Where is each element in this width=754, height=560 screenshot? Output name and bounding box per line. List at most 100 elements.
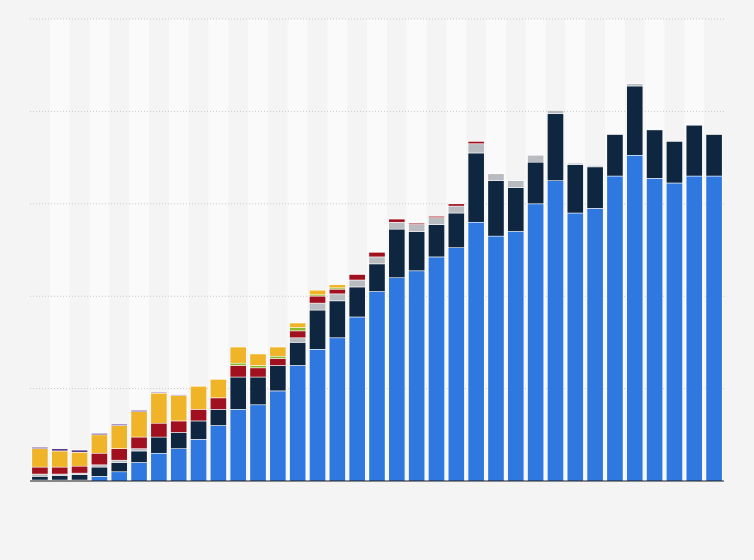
column-band xyxy=(89,19,110,481)
bar-segment xyxy=(229,346,247,364)
bar-segment xyxy=(90,434,108,454)
bar-segment xyxy=(190,409,207,422)
bar-segment xyxy=(110,448,128,461)
bar-segment xyxy=(348,274,366,281)
bar-segment xyxy=(566,164,584,214)
bar-segment xyxy=(328,284,346,289)
bar-segment xyxy=(309,302,326,311)
bar-segment xyxy=(90,476,108,482)
bar-segment xyxy=(408,270,426,482)
bar-segment xyxy=(368,256,386,265)
bar-segment xyxy=(71,465,89,474)
bar-segment xyxy=(130,410,148,412)
bar-segment xyxy=(626,83,644,87)
bar-segment xyxy=(626,85,644,156)
bar-segment xyxy=(90,433,108,436)
bar-segment xyxy=(685,124,703,177)
bar-segment xyxy=(249,367,267,378)
column-band xyxy=(208,19,229,481)
bar-segment xyxy=(130,448,148,452)
bar-segment xyxy=(309,295,326,304)
bar-segment xyxy=(646,178,664,482)
bar-segment xyxy=(190,385,207,410)
bar-segment xyxy=(150,391,168,394)
bar-segment xyxy=(31,446,49,449)
bar-segment xyxy=(566,162,584,165)
bar-segment xyxy=(368,291,386,482)
bar-segment xyxy=(665,141,683,184)
bar-segment xyxy=(705,134,723,177)
bar-segment xyxy=(586,166,604,209)
bar-segment xyxy=(586,165,604,168)
bar-segment xyxy=(566,212,584,482)
bar-segment xyxy=(586,208,604,482)
bar-segment xyxy=(170,394,188,396)
bar-segment xyxy=(170,432,188,449)
bar-segment xyxy=(209,397,227,410)
bar-segment xyxy=(348,316,366,482)
bar-segment xyxy=(328,288,346,295)
bar-segment xyxy=(348,279,366,288)
bar-segment xyxy=(547,113,564,181)
bar-segment xyxy=(467,221,485,482)
bar-segment xyxy=(269,346,287,357)
bar-segment xyxy=(289,327,307,332)
bar-segment xyxy=(665,182,683,482)
bar-segment xyxy=(269,390,287,482)
bar-segment xyxy=(110,462,128,473)
bar-segment xyxy=(408,231,426,272)
bar-segment xyxy=(487,180,505,237)
bar-segment xyxy=(527,203,545,482)
bar-segment xyxy=(507,187,525,232)
bar-segment xyxy=(328,300,346,339)
bar-segment xyxy=(408,222,426,225)
bar-segment xyxy=(328,337,346,482)
column-band xyxy=(49,19,70,481)
bar-segment xyxy=(90,452,108,466)
bar-segment xyxy=(368,263,386,292)
bar-segment xyxy=(209,379,227,399)
bar-segment xyxy=(646,129,664,179)
bar-segment xyxy=(388,221,406,230)
bar-segment xyxy=(90,464,108,468)
bar-segment xyxy=(229,365,247,378)
bar-segment xyxy=(249,365,267,369)
bar-segment xyxy=(447,212,465,248)
bar-segment xyxy=(289,337,307,343)
bar-segment xyxy=(527,161,545,205)
bar-segment xyxy=(209,409,227,426)
bar-segment xyxy=(249,376,267,406)
bar-segment xyxy=(269,355,287,359)
bar-segment xyxy=(428,217,445,225)
bar-segment xyxy=(487,235,505,482)
bar-segment xyxy=(309,309,326,350)
bar-segment xyxy=(289,322,307,328)
bar-segment xyxy=(309,289,326,296)
bar-segment xyxy=(428,215,445,218)
bar-segment xyxy=(447,247,465,482)
bar-segment xyxy=(150,392,168,424)
bar-segment xyxy=(31,473,49,477)
bar-segment xyxy=(388,277,406,482)
bar-segment xyxy=(705,175,723,482)
bar-segment xyxy=(190,439,207,482)
bar-segment xyxy=(110,425,128,449)
bar-segment xyxy=(408,224,426,232)
bar-segment xyxy=(170,448,188,482)
bar-segment xyxy=(309,349,326,482)
bar-segment xyxy=(150,436,168,454)
bar-segment xyxy=(428,256,445,482)
bar-segment xyxy=(428,224,445,258)
bar-segment xyxy=(289,365,307,482)
bar-segment xyxy=(685,175,703,482)
bar-segment xyxy=(507,180,525,188)
bar-segment xyxy=(606,175,624,482)
bar-segment xyxy=(328,293,346,302)
bar-segment xyxy=(130,411,148,438)
bar-segment xyxy=(467,143,485,154)
bar-segment xyxy=(31,448,49,468)
column-band xyxy=(168,19,189,481)
bar-segment xyxy=(447,205,465,214)
bar-segment xyxy=(249,404,267,482)
bar-segment xyxy=(71,474,89,481)
